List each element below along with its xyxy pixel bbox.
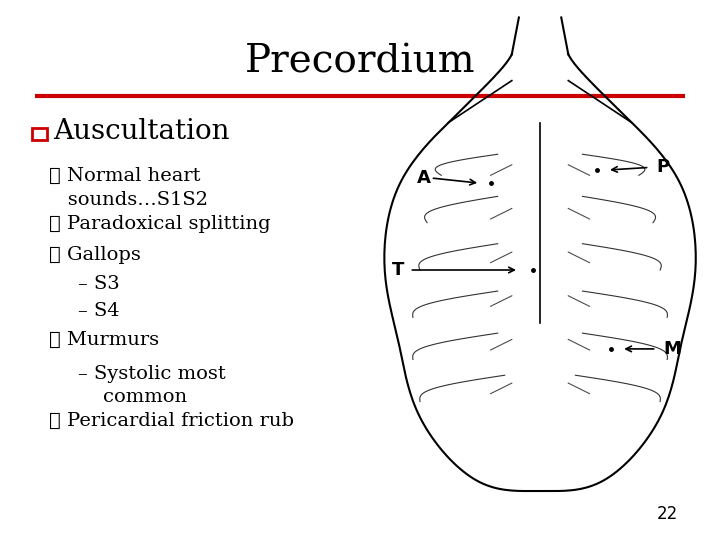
Text: ✓ Murmurs: ✓ Murmurs bbox=[49, 330, 159, 348]
Text: Auscultation: Auscultation bbox=[53, 118, 230, 145]
Text: ✓ Pericardial friction rub: ✓ Pericardial friction rub bbox=[49, 412, 294, 430]
Text: – S3: – S3 bbox=[78, 275, 120, 293]
Text: ✓ Normal heart
   sounds…S1S2: ✓ Normal heart sounds…S1S2 bbox=[49, 167, 208, 209]
Text: – S4: – S4 bbox=[78, 301, 120, 320]
Text: M: M bbox=[664, 340, 682, 358]
Text: P: P bbox=[657, 158, 670, 177]
Text: – Systolic most
    common: – Systolic most common bbox=[78, 364, 225, 406]
Text: 22: 22 bbox=[657, 504, 678, 523]
Text: ✓ Gallops: ✓ Gallops bbox=[49, 246, 141, 264]
Text: Precordium: Precordium bbox=[245, 44, 475, 81]
Text: T: T bbox=[392, 261, 404, 279]
Text: ✓ Paradoxical splitting: ✓ Paradoxical splitting bbox=[49, 215, 271, 233]
Text: A: A bbox=[416, 169, 431, 187]
